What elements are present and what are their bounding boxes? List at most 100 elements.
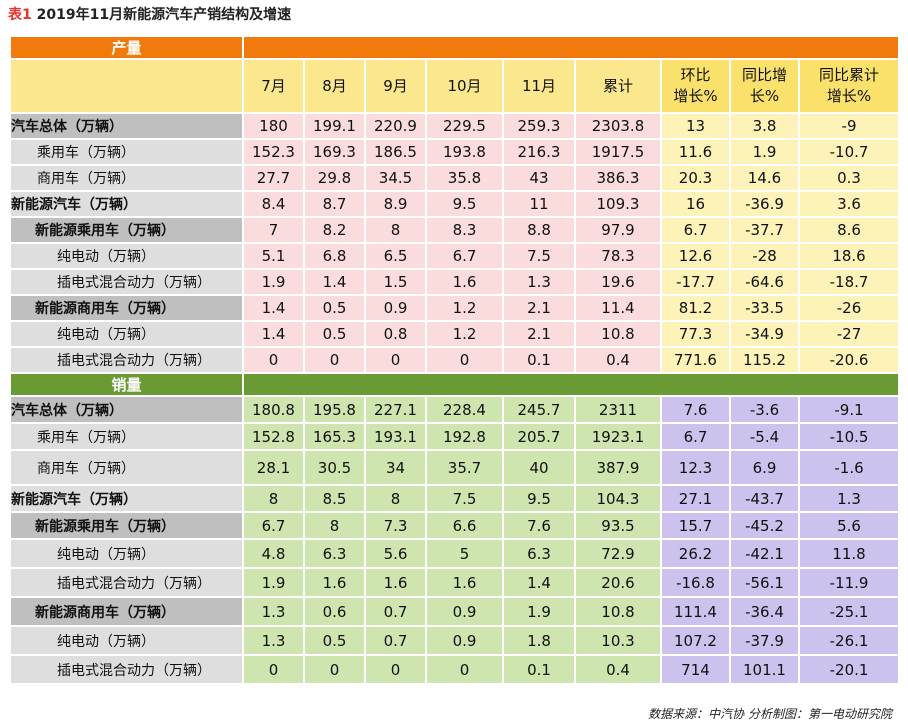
growth-cell: -18.7 bbox=[799, 269, 900, 295]
growth-cell: 101.1 bbox=[730, 655, 799, 684]
value-cell: 35.8 bbox=[426, 165, 503, 191]
value-cell: 6.3 bbox=[304, 539, 365, 568]
production-section-label: 产量 bbox=[10, 36, 243, 59]
value-cell: 386.3 bbox=[575, 165, 661, 191]
value-cell: 1.6 bbox=[304, 568, 365, 597]
row-label: 汽车总体（万辆） bbox=[10, 113, 243, 139]
value-cell: 5.1 bbox=[243, 243, 304, 269]
growth-cell: -10.7 bbox=[799, 139, 900, 165]
growth-cell: -28 bbox=[730, 243, 799, 269]
value-cell: 9.5 bbox=[426, 191, 503, 217]
value-cell: 4.8 bbox=[243, 539, 304, 568]
row-label: 新能源商用车（万辆） bbox=[10, 295, 243, 321]
value-cell: 0.1 bbox=[503, 347, 575, 373]
value-cell: 199.1 bbox=[304, 113, 365, 139]
production-row: 汽车总体（万辆） 180 199.1 220.9 229.5 259.3 2303.8 13 3… bbox=[10, 113, 900, 139]
value-cell: 1.3 bbox=[243, 597, 304, 626]
value-cell: 1.9 bbox=[243, 568, 304, 597]
value-cell: 245.7 bbox=[503, 396, 575, 423]
growth-cell: 1.3 bbox=[799, 485, 900, 512]
value-cell: 0 bbox=[304, 655, 365, 684]
value-cell: 7 bbox=[243, 217, 304, 243]
value-cell: 1923.1 bbox=[575, 423, 661, 450]
value-cell: 72.9 bbox=[575, 539, 661, 568]
value-cell: 1.6 bbox=[426, 269, 503, 295]
value-cell: 186.5 bbox=[365, 139, 426, 165]
column-header-row: 7月 8月 9月 10月 11月 累计 环比 增长% 同比增 长% 同比累计 增长% bbox=[10, 59, 900, 113]
value-cell: 180 bbox=[243, 113, 304, 139]
value-cell: 8 bbox=[304, 512, 365, 539]
value-cell: 229.5 bbox=[426, 113, 503, 139]
col-header-cumulative: 累计 bbox=[575, 59, 661, 113]
value-cell: 193.1 bbox=[365, 423, 426, 450]
value-cell: 97.9 bbox=[575, 217, 661, 243]
growth-cell: 771.6 bbox=[661, 347, 730, 373]
value-cell: 7.5 bbox=[503, 243, 575, 269]
row-label: 纯电动（万辆） bbox=[10, 321, 243, 347]
value-cell: 1.9 bbox=[243, 269, 304, 295]
growth-cell: 714 bbox=[661, 655, 730, 684]
production-sales-table: 产量 7月 8月 9月 10月 11月 累计 环比 增长% 同比增 长% 同比累计增… bbox=[10, 36, 900, 684]
sales-row: 新能源乘用车（万辆） 6.7 8 7.3 6.6 7.6 93.5 15.7 -45.2 5.6 bbox=[10, 512, 900, 539]
growth-cell: -10.5 bbox=[799, 423, 900, 450]
value-cell: 6.7 bbox=[426, 243, 503, 269]
value-cell: 0 bbox=[243, 655, 304, 684]
sales-row: 乘用车（万辆） 152.8 165.3 193.1 192.8 205.7 1923.1 6.… bbox=[10, 423, 900, 450]
value-cell: 78.3 bbox=[575, 243, 661, 269]
value-cell: 0.5 bbox=[304, 295, 365, 321]
value-cell: 2303.8 bbox=[575, 113, 661, 139]
growth-cell: 5.6 bbox=[799, 512, 900, 539]
growth-cell: 7.6 bbox=[661, 396, 730, 423]
sales-row: 纯电动（万辆） 4.8 6.3 5.6 5 6.3 72.9 26.2 -42.1 11.8 bbox=[10, 539, 900, 568]
value-cell: 1.3 bbox=[503, 269, 575, 295]
growth-cell: -17.7 bbox=[661, 269, 730, 295]
value-cell: 0.5 bbox=[304, 626, 365, 655]
sales-row: 新能源商用车（万辆） 1.3 0.6 0.7 0.9 1.9 10.8 111.4 -36.4-… bbox=[10, 597, 900, 626]
growth-cell: 12.6 bbox=[661, 243, 730, 269]
value-cell: 104.3 bbox=[575, 485, 661, 512]
value-cell: 19.6 bbox=[575, 269, 661, 295]
sales-row: 新能源汽车（万辆） 8 8.5 8 7.5 9.5 104.3 27.1 -43.7 1.3 bbox=[10, 485, 900, 512]
growth-cell: -5.4 bbox=[730, 423, 799, 450]
value-cell: 1.2 bbox=[426, 295, 503, 321]
production-row: 乘用车（万辆） 152.3 169.3 186.5 193.8 216.3 1917.5 11… bbox=[10, 139, 900, 165]
growth-cell: -20.6 bbox=[799, 347, 900, 373]
value-cell: 193.8 bbox=[426, 139, 503, 165]
value-cell: 6.3 bbox=[503, 539, 575, 568]
growth-cell: 111.4 bbox=[661, 597, 730, 626]
value-cell: 1.4 bbox=[243, 295, 304, 321]
row-label: 商用车（万辆） bbox=[10, 450, 243, 485]
value-cell: 30.5 bbox=[304, 450, 365, 485]
growth-cell: 1.9 bbox=[730, 139, 799, 165]
growth-cell: 107.2 bbox=[661, 626, 730, 655]
row-label: 新能源商用车（万辆） bbox=[10, 597, 243, 626]
value-cell: 1.4 bbox=[304, 269, 365, 295]
value-cell: 0.1 bbox=[503, 655, 575, 684]
table-title-text: 2019年11月新能源汽车产销结构及增速 bbox=[31, 7, 292, 23]
col-header-yoy: 同比增 长% bbox=[730, 59, 799, 113]
value-cell: 7.6 bbox=[503, 512, 575, 539]
value-cell: 216.3 bbox=[503, 139, 575, 165]
production-row: 纯电动（万辆） 5.1 6.8 6.5 6.7 7.5 78.3 12.6 -28 18.6 bbox=[10, 243, 900, 269]
value-cell: 1.4 bbox=[503, 568, 575, 597]
growth-cell: -1.6 bbox=[799, 450, 900, 485]
value-cell: 1917.5 bbox=[575, 139, 661, 165]
value-cell: 7.5 bbox=[426, 485, 503, 512]
growth-cell: -42.1 bbox=[730, 539, 799, 568]
value-cell: 152.3 bbox=[243, 139, 304, 165]
value-cell: 11.4 bbox=[575, 295, 661, 321]
production-row: 新能源乘用车（万辆） 7 8.2 8 8.3 8.8 97.9 6.7 -37.7 8.6 bbox=[10, 217, 900, 243]
row-label: 纯电动（万辆） bbox=[10, 539, 243, 568]
value-cell: 0.9 bbox=[426, 597, 503, 626]
value-cell: 2.1 bbox=[503, 321, 575, 347]
value-cell: 10.8 bbox=[575, 597, 661, 626]
production-row: 新能源汽车（万辆） 8.4 8.7 8.9 9.5 11 109.3 16 -36.9 3.6 bbox=[10, 191, 900, 217]
row-label: 商用车（万辆） bbox=[10, 165, 243, 191]
col-header-aug: 8月 bbox=[304, 59, 365, 113]
col-header-oct: 10月 bbox=[426, 59, 503, 113]
value-cell: 169.3 bbox=[304, 139, 365, 165]
value-cell: 0.4 bbox=[575, 347, 661, 373]
row-label: 新能源汽车（万辆） bbox=[10, 191, 243, 217]
value-cell: 0 bbox=[426, 655, 503, 684]
value-cell: 6.7 bbox=[243, 512, 304, 539]
